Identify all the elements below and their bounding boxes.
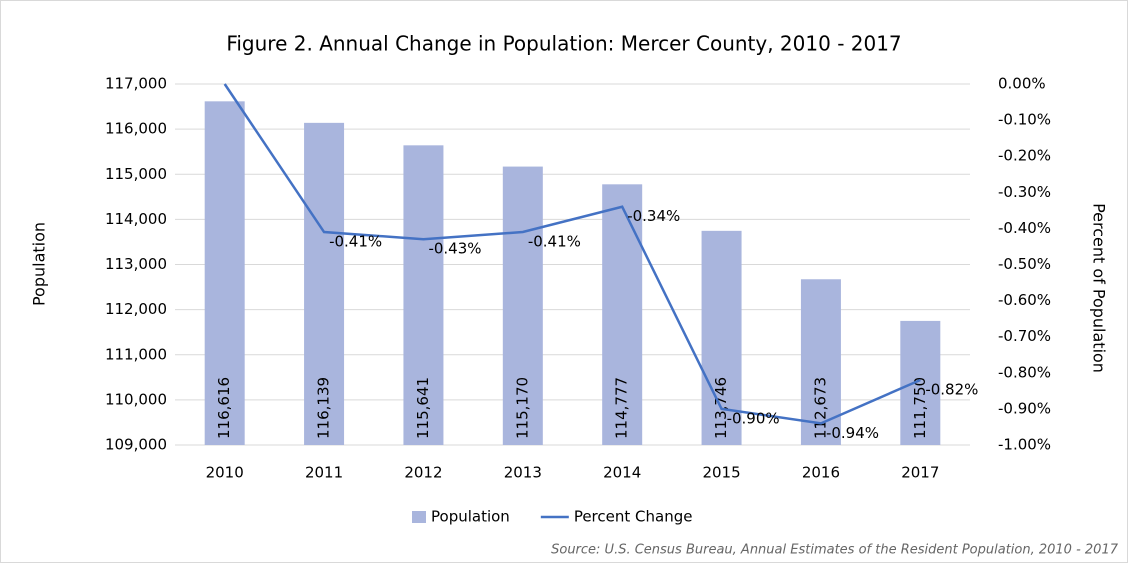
y-tick-label: 114,000	[105, 210, 167, 228]
line-value-label: -0.34%	[627, 207, 680, 225]
bar-value-label: 114,777	[613, 377, 631, 439]
line-value-label: -0.82%	[925, 381, 978, 399]
y-tick-label: 110,000	[105, 390, 167, 408]
y2-tick-label: -0.30%	[998, 183, 1051, 201]
bar	[602, 184, 643, 446]
y-tick-label: 111,000	[105, 345, 167, 363]
y-tick-label: 117,000	[105, 75, 167, 93]
legend-label: Population	[431, 508, 510, 526]
y-tick-label: 116,000	[105, 120, 167, 138]
y-tick-label: 109,000	[105, 436, 167, 454]
x-tick-label: 2012	[404, 464, 442, 482]
bar-value-label: 116,616	[215, 377, 233, 439]
source-note: Source: U.S. Census Bureau, Annual Estim…	[551, 543, 1119, 558]
y2-axis-label: Percent of Population	[1090, 203, 1109, 373]
y2-tick-label: -1.00%	[998, 436, 1051, 454]
bar-value-label: 111,750	[911, 377, 929, 439]
x-tick-label: 2016	[802, 464, 840, 482]
bar	[204, 101, 245, 445]
x-tick-label: 2010	[206, 464, 244, 482]
legend-label: Percent Change	[574, 508, 693, 526]
y-axis-label: Population	[30, 222, 49, 306]
chart-title: Figure 2. Annual Change in Population: M…	[226, 32, 901, 56]
y2-tick-label: -0.10%	[998, 111, 1051, 129]
line-value-label: -0.90%	[727, 409, 780, 427]
y2-tick-label: -0.50%	[998, 255, 1051, 273]
y-tick-label: 115,000	[105, 165, 167, 183]
y-tick-label: 113,000	[105, 255, 167, 273]
y2-tick-label: 0.00%	[998, 75, 1046, 93]
y2-tick-label: -0.20%	[998, 147, 1051, 165]
bar	[304, 122, 345, 445]
bar	[502, 166, 543, 446]
y-tick-label: 112,000	[105, 300, 167, 318]
bar-value-label: 115,641	[414, 377, 432, 439]
bar-value-label: 116,139	[315, 377, 333, 439]
y2-tick-label: -0.70%	[998, 327, 1051, 345]
line-value-label: -0.43%	[428, 240, 481, 258]
bar	[900, 320, 941, 445]
y2-tick-label: -0.90%	[998, 399, 1051, 417]
x-tick-label: 2015	[702, 464, 740, 482]
x-tick-label: 2011	[305, 464, 343, 482]
x-tick-label: 2013	[504, 464, 542, 482]
y2-tick-label: -0.80%	[998, 363, 1051, 381]
y2-tick-label: -0.60%	[998, 291, 1051, 309]
legend-swatch	[412, 511, 426, 523]
line-value-label: -0.41%	[528, 233, 581, 251]
bar-value-label: 115,170	[513, 377, 531, 439]
bar	[403, 145, 444, 445]
y2-tick-label: -0.40%	[998, 219, 1051, 237]
x-tick-label: 2017	[901, 464, 939, 482]
x-tick-label: 2014	[603, 464, 641, 482]
line-series	[223, 83, 921, 425]
line-value-label: -0.41%	[329, 233, 382, 251]
line-value-label: -0.94%	[826, 424, 879, 442]
